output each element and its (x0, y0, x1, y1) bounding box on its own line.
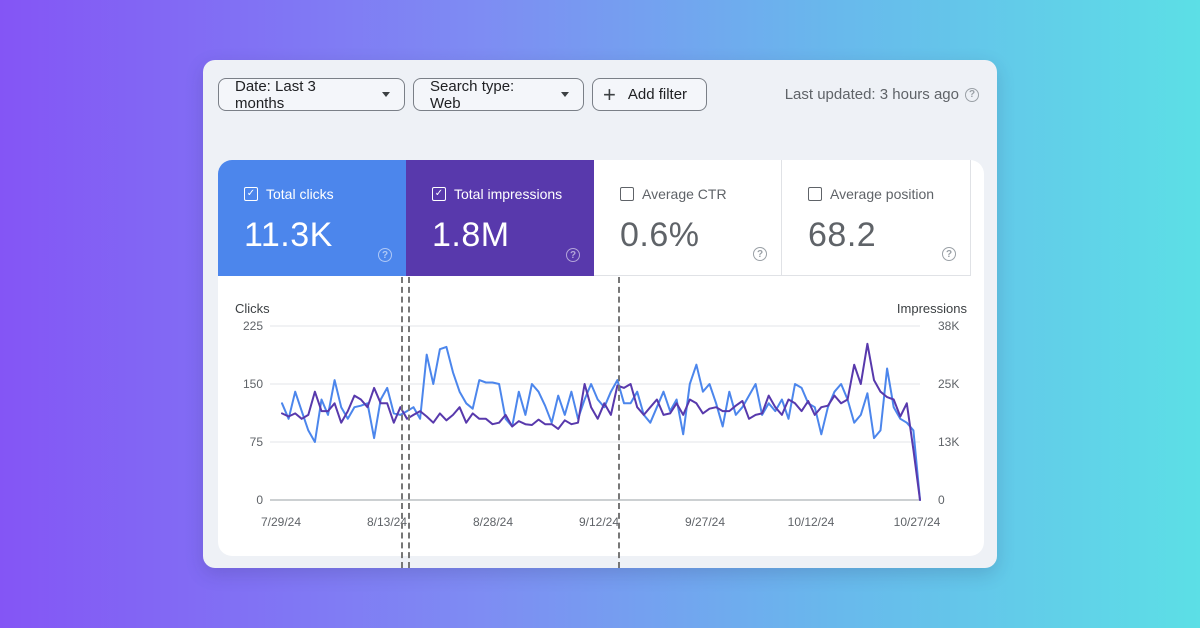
performance-line-chart: Clicks Impressions 225 38K 150 25K 75 13K 0 0 7/29… (235, 301, 968, 529)
x-tick-label: 9/12/24 (579, 515, 619, 529)
checkbox-checked-icon[interactable]: ✓ (432, 187, 446, 201)
metric-tile-total-clicks[interactable]: ✓ Total clicks 11.3K ? (218, 160, 406, 276)
x-tick-label: 8/28/24 (473, 515, 513, 529)
metric-label: Average CTR (642, 186, 727, 202)
y-tick-label-left: 75 (250, 435, 264, 449)
x-tick-label: 8/13/24 (367, 515, 407, 529)
y-tick-label-right: 13K (938, 435, 959, 449)
help-icon[interactable]: ? (942, 247, 956, 261)
metric-tile-average-position[interactable]: Average position 68.2 ? (782, 160, 971, 276)
metric-value: 0.6% (620, 216, 700, 254)
search-performance-panel: Date: Last 3 months Search type: Web + A… (203, 60, 997, 568)
metric-label: Average position (830, 186, 935, 202)
search-type-filter-label: Search type: Web (430, 77, 515, 112)
checkbox-unchecked-icon[interactable] (620, 187, 634, 201)
annotation-marker[interactable] (618, 277, 620, 568)
dropdown-arrow-icon (382, 92, 390, 97)
y-tick-label-right: 0 (938, 493, 945, 507)
date-filter-label: Date: Last 3 months (235, 77, 316, 112)
y-tick-label-right: 25K (938, 377, 959, 391)
y-axis-title-right: Impressions (897, 301, 968, 316)
annotation-marker[interactable] (408, 277, 410, 568)
x-tick-label: 9/27/24 (685, 515, 725, 529)
y-tick-label-right: 38K (938, 319, 959, 333)
last-updated-text: Last updated: 3 hours ago (784, 86, 959, 103)
last-updated-status: Last updated: 3 hours ago ? (785, 86, 979, 103)
metric-value: 1.8M (432, 216, 510, 254)
date-filter-chip[interactable]: Date: Last 3 months (218, 77, 405, 112)
annotation-marker[interactable] (401, 277, 403, 568)
metric-value: 11.3K (244, 216, 333, 254)
y-tick-label-left: 225 (243, 319, 263, 333)
search-type-filter-chip[interactable]: Search type: Web (413, 77, 584, 112)
y-axis-title-left: Clicks (235, 301, 270, 316)
impressions-series-line (281, 342, 921, 501)
metric-tile-average-ctr[interactable]: Average CTR 0.6% ? (594, 160, 782, 276)
metric-label: Total clicks (266, 186, 334, 202)
checkbox-checked-icon[interactable]: ✓ (244, 187, 258, 201)
metric-tile-total-impressions[interactable]: ✓ Total impressions 1.8M ? (406, 160, 594, 276)
performance-card: ✓ Total clicks 11.3K ? ✓ Total impressio… (218, 160, 984, 556)
metric-label: Total impressions (454, 186, 563, 202)
checkbox-unchecked-icon[interactable] (808, 187, 822, 201)
add-filter-label: Add filter (627, 86, 688, 103)
add-filter-button[interactable]: + Add filter (592, 78, 707, 111)
y-tick-label-left: 150 (243, 377, 263, 391)
help-icon[interactable]: ? (566, 248, 580, 262)
plus-icon: + (603, 81, 616, 107)
help-icon[interactable]: ? (965, 87, 979, 102)
dropdown-arrow-icon (561, 92, 569, 97)
help-icon[interactable]: ? (378, 248, 392, 262)
x-tick-label: 10/12/24 (788, 515, 835, 529)
x-tick-label: 7/29/24 (261, 515, 301, 529)
y-tick-label-left: 0 (256, 493, 263, 507)
help-icon[interactable]: ? (753, 247, 767, 261)
metric-value: 68.2 (808, 216, 877, 254)
clicks-series-line (281, 345, 921, 501)
x-tick-label: 10/27/24 (894, 515, 941, 529)
